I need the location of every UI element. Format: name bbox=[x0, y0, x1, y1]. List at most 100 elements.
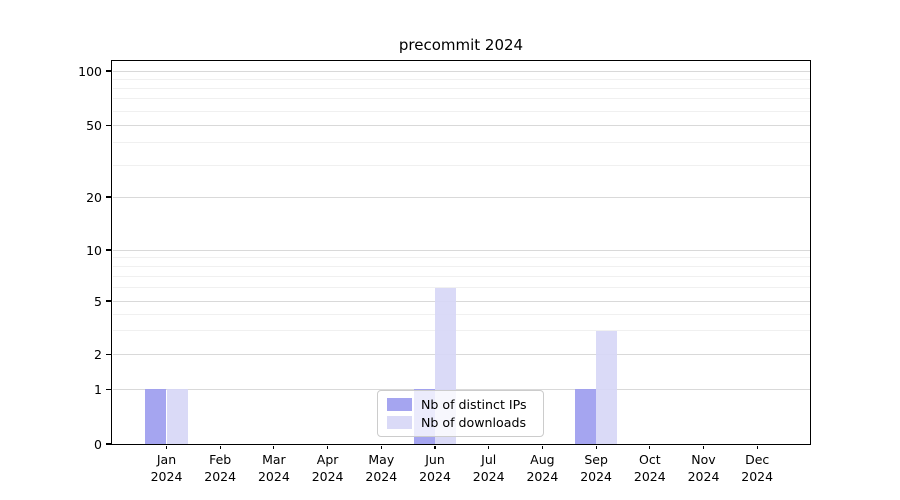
minor-gridline bbox=[113, 87, 810, 89]
x-tick-label: Aug 2024 bbox=[510, 452, 574, 485]
x-tick-label: Apr 2024 bbox=[296, 452, 360, 485]
x-tick-label: Feb 2024 bbox=[188, 452, 252, 485]
bottom-spine bbox=[111, 443, 811, 446]
x-tick bbox=[273, 445, 275, 450]
x-tick bbox=[649, 445, 651, 450]
minor-gridline bbox=[113, 275, 810, 277]
x-tick-label: Mar 2024 bbox=[242, 452, 306, 485]
y-tick-label: 100 bbox=[78, 63, 102, 79]
x-tick-month: Dec bbox=[745, 452, 770, 467]
legend: Nb of distinct IPs Nb of downloads bbox=[377, 390, 544, 437]
x-tick-year: 2024 bbox=[419, 468, 451, 484]
major-gridline bbox=[113, 196, 810, 198]
y-tick bbox=[105, 196, 111, 198]
x-tick bbox=[219, 445, 221, 450]
x-tick bbox=[756, 445, 758, 450]
x-tick-month: Aug bbox=[530, 452, 555, 467]
bar-distinct-ips-sep bbox=[574, 389, 597, 444]
x-tick-year: 2024 bbox=[580, 468, 612, 484]
x-tick-month: May bbox=[368, 452, 395, 467]
x-tick bbox=[488, 445, 490, 450]
major-gridline bbox=[113, 388, 810, 390]
bar-downloads-jan bbox=[166, 389, 188, 444]
minor-gridline bbox=[113, 287, 810, 289]
minor-gridline bbox=[113, 265, 810, 267]
bar-distinct-ips-jan bbox=[145, 389, 167, 444]
x-tick bbox=[595, 445, 597, 450]
y-tick-label: 10 bbox=[86, 242, 102, 258]
legend-swatch-downloads-icon bbox=[387, 415, 412, 429]
x-tick-month: Jun bbox=[425, 452, 445, 467]
y-tick-label: 5 bbox=[94, 293, 102, 309]
x-tick-month: Sep bbox=[584, 452, 608, 467]
x-tick-month: Feb bbox=[209, 452, 232, 467]
minor-gridline bbox=[113, 142, 810, 144]
x-tick-label: May 2024 bbox=[349, 452, 413, 485]
x-tick-month: Apr bbox=[316, 452, 339, 467]
right-spine bbox=[810, 61, 812, 445]
x-tick-label: Dec 2024 bbox=[725, 452, 789, 485]
y-tick-label: 20 bbox=[86, 189, 102, 205]
x-tick bbox=[327, 445, 329, 450]
x-tick bbox=[165, 445, 168, 450]
x-tick-year: 2024 bbox=[257, 468, 290, 484]
x-tick-month: Mar bbox=[262, 452, 286, 467]
major-gridline bbox=[113, 354, 810, 356]
minor-gridline bbox=[113, 110, 810, 112]
minor-gridline bbox=[113, 78, 810, 80]
major-gridline bbox=[113, 124, 810, 126]
y-tick-label: 1 bbox=[94, 381, 102, 397]
y-tick bbox=[105, 124, 111, 126]
legend-label-downloads: Nb of downloads bbox=[421, 414, 527, 430]
major-gridline bbox=[113, 70, 810, 72]
x-tick bbox=[541, 445, 543, 450]
legend-label-distinct-ips: Nb of distinct IPs bbox=[421, 397, 527, 413]
legend-item-downloads: Nb of downloads bbox=[387, 414, 534, 431]
x-tick-month: Jan bbox=[156, 452, 177, 467]
y-tick-label: 0 bbox=[94, 436, 102, 452]
major-gridline bbox=[113, 249, 810, 251]
x-tick-year: 2024 bbox=[150, 468, 183, 484]
major-gridline bbox=[113, 300, 810, 302]
x-tick-label: Oct 2024 bbox=[618, 452, 682, 485]
top-spine bbox=[111, 60, 811, 62]
left-spine bbox=[111, 61, 113, 445]
minor-gridline bbox=[113, 98, 810, 100]
y-tick-label: 2 bbox=[94, 347, 102, 363]
x-tick-label: Nov 2024 bbox=[672, 452, 736, 485]
x-tick-month: Oct bbox=[638, 452, 661, 467]
y-tick bbox=[105, 300, 111, 302]
y-tick bbox=[105, 70, 111, 72]
minor-gridline bbox=[113, 257, 810, 259]
x-tick-year: 2024 bbox=[526, 468, 559, 484]
y-tick bbox=[105, 443, 111, 445]
x-tick bbox=[702, 445, 705, 450]
chart-title: precommit 2024 bbox=[398, 36, 524, 54]
x-tick-year: 2024 bbox=[311, 468, 344, 484]
x-tick-label: Sep 2024 bbox=[564, 452, 628, 485]
x-tick-label: Jan 2024 bbox=[135, 452, 199, 485]
bar-downloads-sep bbox=[596, 330, 618, 444]
x-tick-year: 2024 bbox=[472, 468, 505, 484]
x-tick-label: Jul 2024 bbox=[457, 452, 521, 485]
y-tick bbox=[105, 388, 111, 390]
x-tick-year: 2024 bbox=[204, 468, 237, 484]
y-tick bbox=[105, 249, 111, 251]
minor-gridline bbox=[113, 313, 810, 315]
x-tick bbox=[380, 445, 382, 450]
x-tick-month: Jul bbox=[481, 452, 497, 467]
y-tick-label: 50 bbox=[86, 117, 102, 133]
minor-gridline bbox=[113, 330, 810, 332]
x-tick-year: 2024 bbox=[687, 468, 720, 484]
y-tick bbox=[105, 354, 111, 356]
minor-gridline bbox=[113, 164, 810, 166]
x-tick-year: 2024 bbox=[365, 468, 398, 484]
x-tick-month: Nov bbox=[691, 452, 716, 467]
x-tick-year: 2024 bbox=[633, 468, 666, 484]
legend-item-distinct-ips: Nb of distinct IPs bbox=[387, 396, 534, 413]
x-tick-year: 2024 bbox=[741, 468, 774, 484]
x-tick bbox=[434, 445, 436, 450]
legend-swatch-distinct-ips-icon bbox=[387, 398, 412, 412]
x-tick-label: Jun 2024 bbox=[403, 452, 467, 485]
